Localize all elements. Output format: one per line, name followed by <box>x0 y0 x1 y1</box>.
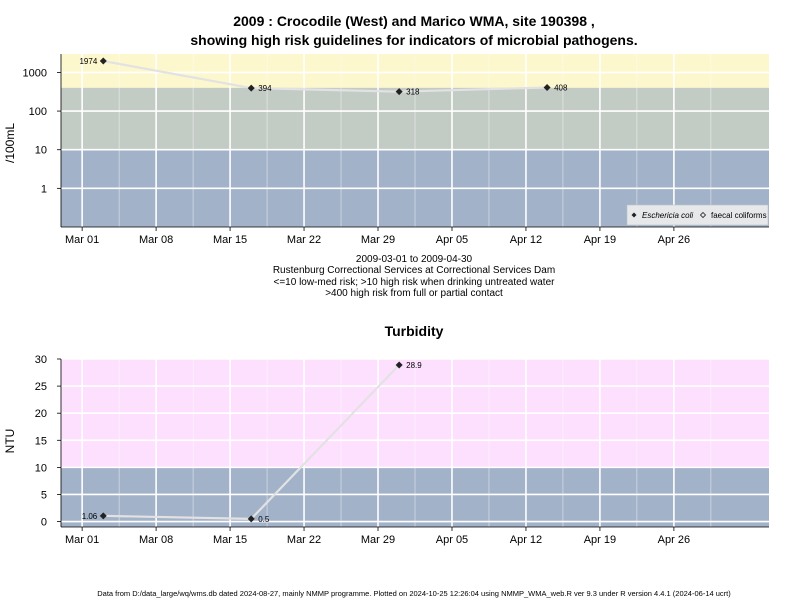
data-point <box>99 57 107 65</box>
x-tick-label: Mar 29 <box>361 234 395 246</box>
x-tick-label: Apr 26 <box>658 234 690 246</box>
x-tick-label: Mar 08 <box>139 234 173 246</box>
y-axis-label-turbidity: NTU <box>3 429 17 454</box>
y-tick-label: 20 <box>35 408 47 420</box>
date-range-text: 2009-03-01 to 2009-04-30 <box>356 254 473 265</box>
x-tick-label: Mar 01 <box>65 534 99 546</box>
chart-title-line2: showing high risk guidelines for indicat… <box>190 32 637 48</box>
y-tick-label: 1 <box>41 183 47 195</box>
x-tick-label: Apr 05 <box>436 534 468 546</box>
y-tick-label: 0 <box>41 517 47 529</box>
legend: Eschericia coli faecal coliforms <box>626 204 769 226</box>
risk-note-drinking: <=10 low-med risk; >10 high risk when dr… <box>274 277 556 288</box>
data-label: 318 <box>406 88 420 97</box>
legend-box <box>626 204 769 226</box>
site-name-text: Rustenburg Correctional Services at Corr… <box>273 265 555 276</box>
x-tick-label: Mar 01 <box>65 234 99 246</box>
x-tick-label: Mar 15 <box>213 534 247 546</box>
data-label: 28.9 <box>406 361 422 370</box>
legend-marker-faecal <box>699 211 707 219</box>
data-point <box>247 515 255 523</box>
data-label: 0.5 <box>258 515 270 524</box>
y-tick-label: 15 <box>35 435 47 447</box>
data-label: 1.06 <box>82 512 98 521</box>
data-label: 1974 <box>79 57 97 66</box>
turbidity-title: Turbidity <box>385 323 444 339</box>
risk-note-contact: >400 high risk from full or partial cont… <box>325 288 503 299</box>
x-tick-label: Mar 08 <box>139 534 173 546</box>
legend-label-faecal: faecal coliforms <box>711 211 767 220</box>
data-point <box>395 88 403 96</box>
x-tick-label: Apr 12 <box>510 234 542 246</box>
legend-label-ecoli: Eschericia coli <box>642 211 693 220</box>
x-tick-label: Mar 29 <box>361 534 395 546</box>
x-tick-label: Apr 05 <box>436 234 468 246</box>
x-tick-label: Apr 19 <box>584 234 616 246</box>
y-tick-label: 1000 <box>23 67 47 79</box>
x-tick-label: Mar 15 <box>213 234 247 246</box>
turbidity-plot: Mar 01 Mar 08 Mar 15 Mar 22 Mar 29 Apr 05 Apr … <box>35 354 769 546</box>
y-tick-label: 100 <box>29 106 47 118</box>
x-tick-label: Apr 19 <box>584 534 616 546</box>
x-tick-label: Apr 12 <box>510 534 542 546</box>
y-tick-label: 25 <box>35 381 47 393</box>
data-label: 394 <box>258 84 272 93</box>
y-tick-label: 5 <box>41 489 47 501</box>
chart-title-line1: 2009 : Crocodile (West) and Marico WMA, … <box>233 13 595 29</box>
x-tick-label: Mar 22 <box>287 534 321 546</box>
data-point <box>543 83 551 91</box>
data-point <box>99 512 107 520</box>
y-axis-label-ecoli: /100mL <box>3 123 17 163</box>
y-tick-label: 10 <box>35 145 47 157</box>
data-point <box>247 84 255 92</box>
data-label: 408 <box>554 83 568 92</box>
x-tick-label: Apr 26 <box>658 534 690 546</box>
y-tick-label: 10 <box>35 462 47 474</box>
data-point <box>395 361 403 369</box>
y-tick-label: 30 <box>35 354 47 366</box>
x-tick-label: Mar 22 <box>287 234 321 246</box>
footer-note: Data from D:/data_large/wq/wms.db dated … <box>97 589 731 598</box>
series-line-0 <box>103 59 548 93</box>
legend-marker-ecoli <box>631 212 637 218</box>
